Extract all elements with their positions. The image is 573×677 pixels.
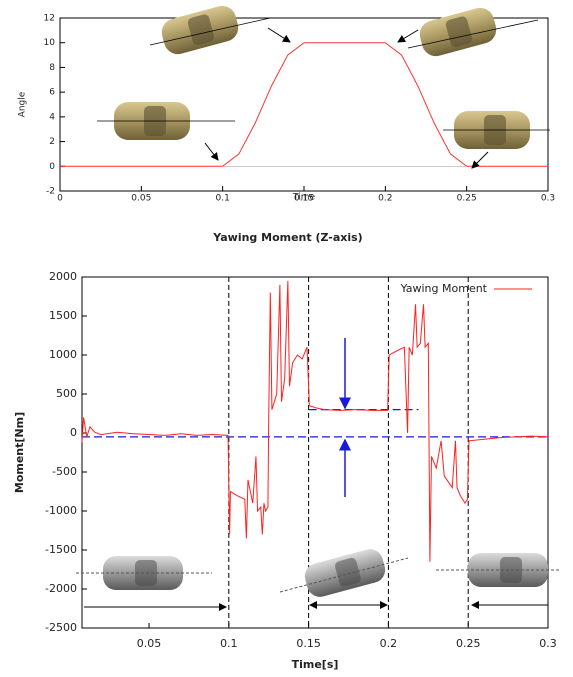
y-tick-label: 1000 bbox=[49, 348, 77, 361]
x-tick-label: 0.15 bbox=[296, 637, 321, 650]
x-tick-label: 0.3 bbox=[539, 637, 557, 650]
y-tick-label: 2 bbox=[49, 137, 55, 147]
y-tick-label: 0 bbox=[70, 426, 77, 439]
y-axis-label: Angle bbox=[18, 91, 28, 117]
x-tick-label: 0.1 bbox=[220, 637, 238, 650]
x-tick-label: 0.05 bbox=[131, 194, 151, 204]
x-tick-label: 0.3 bbox=[541, 194, 555, 204]
x-tick-label: 0.2 bbox=[380, 637, 398, 650]
car-icons bbox=[76, 3, 560, 607]
x-tick-label: 0.1 bbox=[216, 194, 230, 204]
y-axis-label: Moment[Nm] bbox=[13, 412, 26, 493]
y-tick-label: 1500 bbox=[49, 309, 77, 322]
y-tick-label: 0 bbox=[49, 162, 55, 172]
y-tick-label: -2500 bbox=[45, 621, 77, 634]
chart: -202468101200.050.10.150.20.250.3TimeAng… bbox=[0, 0, 573, 677]
y-tick-label: -1500 bbox=[45, 543, 77, 556]
y-tick-label: 2000 bbox=[49, 270, 77, 283]
x-tick-label: 0.25 bbox=[456, 637, 481, 650]
y-tick-label: -2 bbox=[46, 187, 55, 197]
y-tick-label: 500 bbox=[56, 387, 77, 400]
y-tick-label: -500 bbox=[52, 465, 77, 478]
x-tick-label: 0.05 bbox=[137, 637, 162, 650]
y-tick-label: 8 bbox=[49, 63, 55, 73]
x-tick-label: 0.2 bbox=[378, 194, 392, 204]
x-tick-label: 0 bbox=[57, 194, 63, 204]
y-tick-label: -1000 bbox=[45, 504, 77, 517]
y-tick-label: 10 bbox=[44, 38, 56, 48]
legend-label: Yawing Moment bbox=[400, 282, 488, 295]
y-tick-label: 12 bbox=[44, 14, 55, 24]
x-tick-label: 0.25 bbox=[457, 194, 477, 204]
data-line bbox=[82, 281, 548, 562]
chart-title: Yawing Moment (Z-axis) bbox=[212, 231, 362, 244]
y-tick-label: 6 bbox=[49, 88, 55, 98]
x-axis-label: Time bbox=[292, 193, 315, 203]
x-axis-label: Time[s] bbox=[292, 658, 339, 671]
y-tick-label: -2000 bbox=[45, 582, 77, 595]
y-tick-label: 4 bbox=[49, 112, 55, 122]
